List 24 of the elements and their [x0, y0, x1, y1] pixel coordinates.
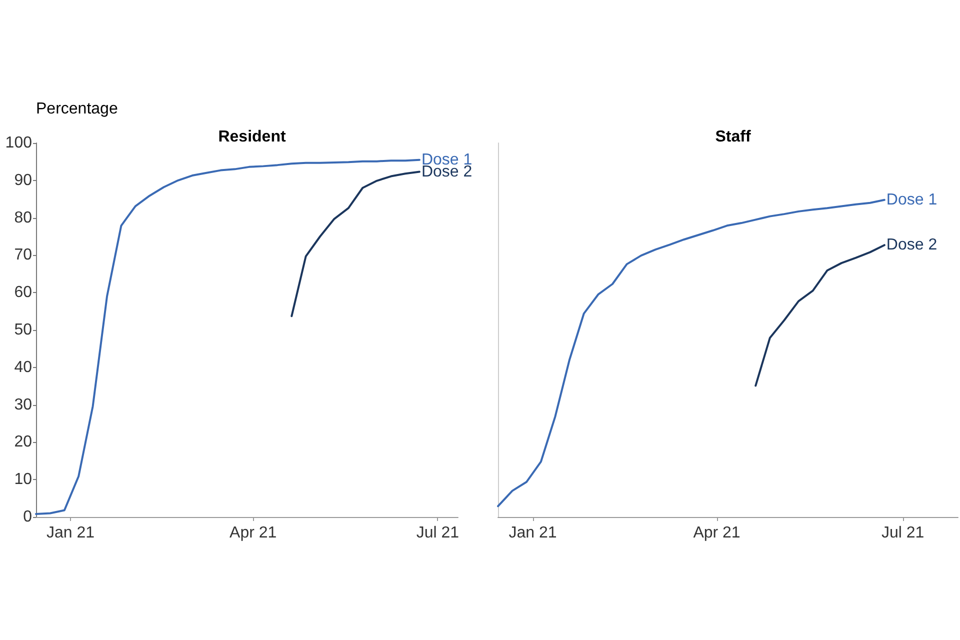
- x-tick-label: Jan 21: [46, 524, 95, 542]
- y-tick-label: 0: [23, 508, 32, 526]
- series-label: Dose 2: [886, 236, 938, 254]
- x-tick-label: Jul 21: [881, 524, 924, 542]
- line-series: [35, 158, 420, 516]
- y-tick-label: 10: [14, 471, 32, 488]
- x-tick-label: Jan 21: [508, 524, 557, 542]
- chart-title: Staff: [715, 128, 752, 146]
- y-tick-label: 20: [14, 434, 32, 451]
- series-label: Dose 1: [886, 191, 938, 208]
- y-tick-label: 40: [14, 358, 32, 376]
- y-tick-label: 60: [14, 284, 32, 302]
- y-tick-label: 50: [14, 322, 32, 338]
- y-tick-label: 100: [5, 134, 32, 152]
- y-tick-label: 80: [14, 209, 32, 226]
- y-axis-title: Percentage: [36, 100, 118, 118]
- x-tick-label: Apr 21: [230, 524, 277, 542]
- line-series: [290, 170, 420, 318]
- y-tick-label: 70: [14, 246, 32, 264]
- y-tick-label: 30: [14, 396, 32, 414]
- chart-title: Resident: [218, 128, 286, 146]
- y-tick-label: 90: [14, 172, 32, 189]
- x-tick-label: Apr 21: [693, 524, 740, 542]
- x-tick-label: Jul 21: [416, 524, 460, 542]
